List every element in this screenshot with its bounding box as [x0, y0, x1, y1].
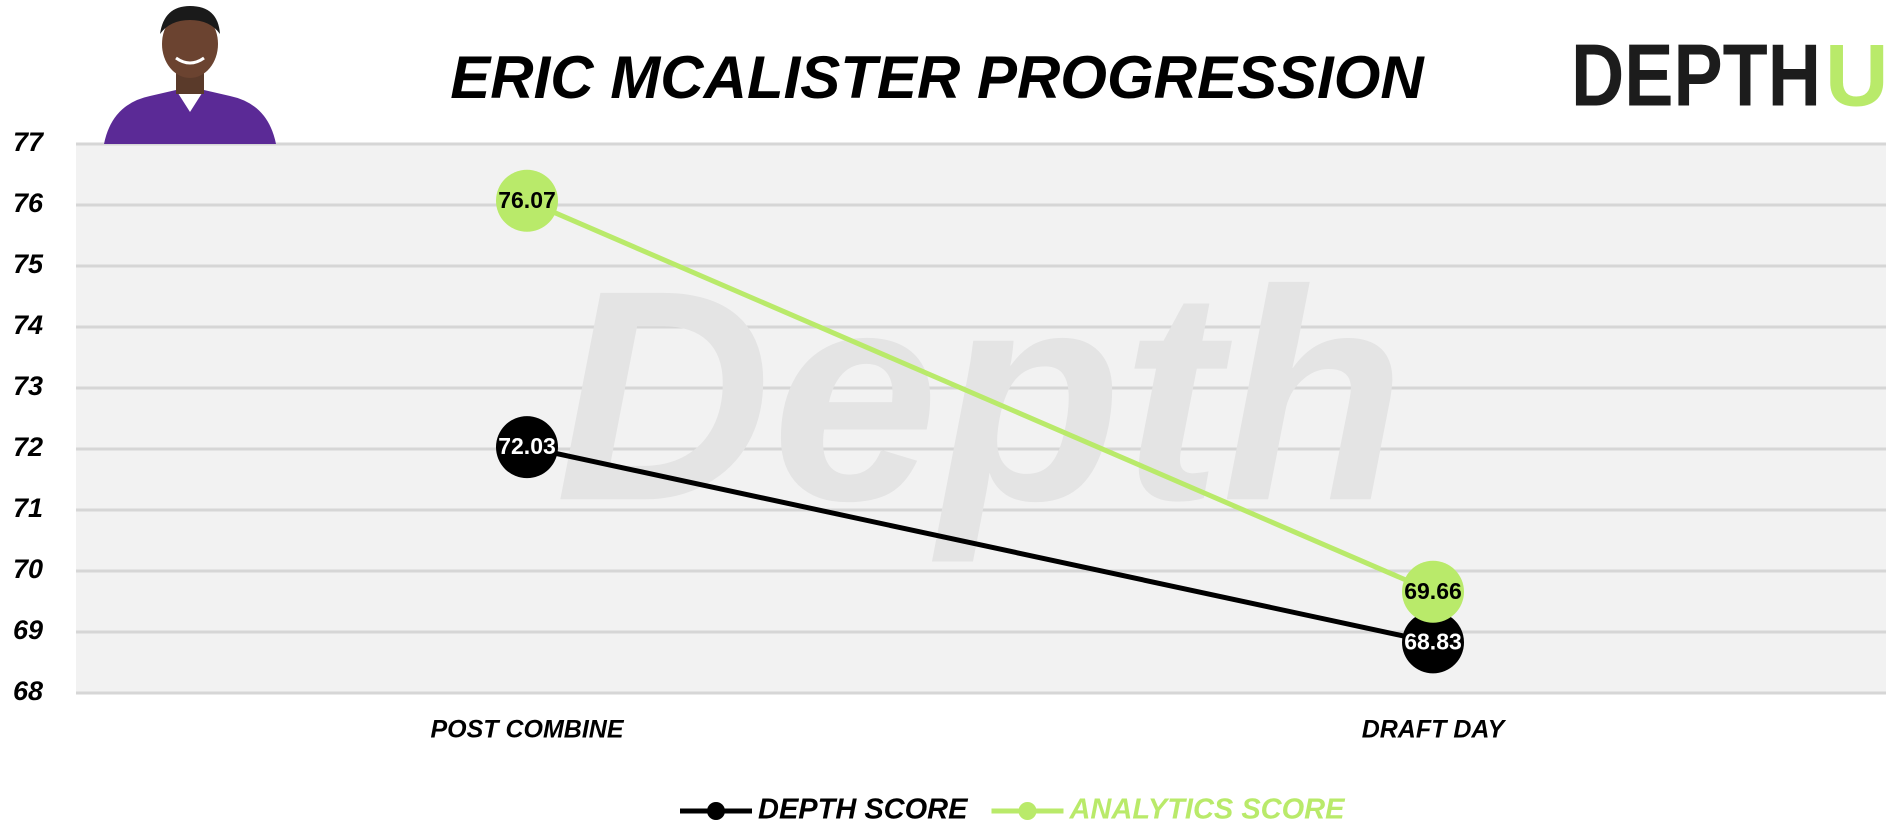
chart-title: ERIC MCALISTER PROGRESSION	[450, 44, 1425, 111]
data-label: 68.83	[1404, 628, 1462, 654]
data-label: 72.03	[498, 433, 556, 459]
legend: DEPTH SCORE ANALYTICS SCORE	[680, 794, 1346, 826]
y-tick-label: 71	[13, 493, 43, 523]
y-tick-label: 70	[13, 554, 43, 584]
logo-accent: U	[1825, 25, 1889, 124]
grid: 68 69 70 71 72 73 74 75 76 77	[13, 127, 1886, 706]
y-tick-label: 76	[13, 188, 44, 218]
data-point	[496, 169, 558, 232]
series-lines	[526, 198, 1434, 645]
y-tick-label: 69	[13, 615, 43, 645]
y-tick-label: 75	[13, 249, 44, 279]
y-tick-label: 68	[13, 676, 43, 706]
series-line	[526, 444, 1434, 645]
data-label: 76.07	[498, 187, 556, 213]
player-photo	[104, 6, 276, 144]
plot-area	[76, 144, 1886, 693]
y-tick-label: 72	[13, 432, 43, 462]
legend-marker	[707, 802, 725, 820]
y-tick-label: 77	[13, 127, 45, 157]
series-line	[526, 198, 1434, 595]
legend-label: DEPTH SCORE	[758, 794, 969, 826]
series-marks: 72.03 68.83 76.07 69.66	[496, 169, 1464, 674]
x-tick-label: POST COMBINE	[430, 716, 624, 744]
y-tick-label: 74	[13, 310, 43, 340]
data-point	[496, 416, 558, 479]
data-label: 69.66	[1404, 578, 1462, 604]
x-tick-label: DRAFT DAY	[1362, 716, 1507, 744]
y-tick-label: 73	[13, 371, 43, 401]
logo-text: DEPTH	[1571, 25, 1821, 124]
data-point	[1402, 611, 1464, 674]
data-point	[1402, 560, 1464, 623]
logo: DEPTH U	[1571, 25, 1889, 124]
legend-label: ANALYTICS SCORE	[1068, 794, 1346, 826]
legend-marker	[1018, 802, 1037, 820]
